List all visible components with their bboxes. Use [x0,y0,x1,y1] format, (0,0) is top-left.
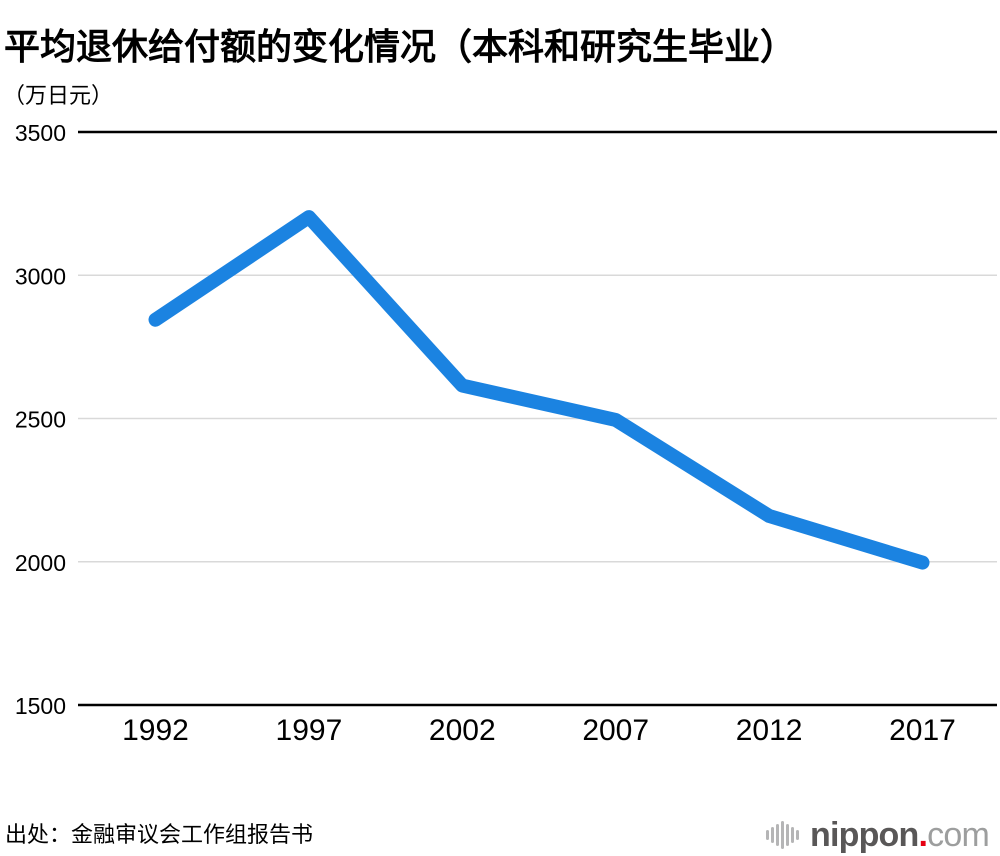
soundwave-bar [786,824,789,846]
soundwave-bar [791,827,794,843]
y-tick-label-2000: 2000 [15,550,66,576]
logo-text-nippon: nippon [810,816,919,854]
logo-text: nippon.com [810,816,990,854]
y-tick-label-2500: 2500 [15,407,66,433]
y-tick-label-1500: 1500 [15,693,66,719]
x-tick-label-2007: 2007 [582,714,649,747]
soundwave-bar [776,824,779,846]
x-tick-label-2002: 2002 [429,714,496,747]
y-axis-unit-label: （万日元） [3,83,114,108]
soundwave-bar [796,830,799,840]
logo-dot: . [918,816,928,854]
line-chart: 3500 3000 2500 2000 1500 1992 1997 2002 2007 2012… [15,120,997,747]
x-tick-label-2012: 2012 [736,714,803,747]
chart-title: 平均退休给付额的变化情况（本科和研究生毕业） [4,26,797,68]
y-tick-label-3500: 3500 [15,120,66,146]
logo-text-com: com [927,816,990,854]
soundwave-bar [766,830,769,840]
data-series-line [148,210,930,570]
source-note: 出处：金融审议会工作组报告书 [5,822,314,847]
y-tick-label-3000: 3000 [15,263,66,289]
nippon-logo: nippon.com [766,813,990,856]
x-tick-label-2017: 2017 [889,714,956,747]
x-tick-label-1997: 1997 [276,714,343,747]
soundwave-bar [781,821,784,849]
x-tick-label-1992: 1992 [122,714,189,747]
soundwave-bar [771,827,774,843]
soundwave-icon [766,821,801,849]
